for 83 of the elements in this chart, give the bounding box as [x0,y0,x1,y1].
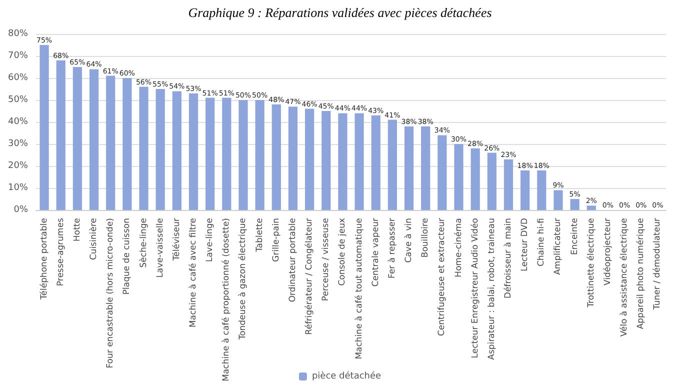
y-tick-label: 0% [14,205,28,215]
bar [72,67,82,210]
bar [172,91,182,210]
x-tick-label: Appareil photo numérique [636,218,646,330]
bar [520,170,530,210]
bar [438,135,447,210]
bar [388,120,398,210]
x-tick-label: Réfrigérateur / Congélateur [304,218,315,335]
bar [322,111,331,210]
x-tick-label: Centrifugeuse et extracteur [437,218,448,336]
x-tick-label: Centrale vapeur [370,218,381,287]
x-tick-label: Lecteur Enregistreur Audio Vidéo [470,218,480,358]
x-tick-label: Machine à café avec filtre [188,218,198,328]
x-tick-label: Chaine hi-fi [536,218,547,266]
x-tick-label: Fer à repasser [387,217,398,278]
y-tick-label: 60% [8,73,28,83]
bar [454,144,464,210]
x-tick-label: Grille-pain [271,218,282,262]
bar [504,159,514,210]
bar [122,78,132,210]
x-tick-label: Défroisseur à main [504,218,514,298]
x-tick-label: Vidéoprojecteur [602,218,613,286]
bar [156,89,165,210]
bar [40,45,49,210]
x-tick-label: Hotte [72,218,82,242]
x-tick-label: Sèche-linge [138,218,149,268]
x-tick-label: Ordinateur portable [288,218,298,302]
bar [586,206,596,210]
y-tick-label: 20% [8,161,28,171]
bar [106,76,116,210]
x-tick-label: Machine à café proportionné (dosette) [222,218,232,382]
bar [56,60,66,210]
bar [288,106,298,210]
bar [421,126,430,210]
bar [371,115,380,210]
bar [404,126,414,210]
bar [255,100,264,210]
bar [338,113,348,210]
x-tick-label: Téléphone portable [39,218,50,300]
x-tick-label: Plaque de cuisson [122,218,132,295]
bar [570,199,580,210]
x-tick-label: Presse-agrumes [56,217,66,286]
x-tick-label: Bouilloire [420,218,431,258]
x-tick-label: Perceuse / visseuse [321,218,332,302]
x-tick-label: Cuisinière [89,218,100,260]
x-tick-label: Tablette [254,218,265,253]
x-tick-label: Enceinte [570,218,580,255]
bar [188,93,198,210]
x-tick-label: Lecteur DVD [520,218,530,272]
y-tick-label: 70% [8,51,28,61]
bar [487,152,496,210]
x-tick-label: Tuner / démodulateur [652,218,663,311]
bar [470,148,480,210]
x-tick-label: Console de jeux [338,218,348,286]
bar [206,98,215,210]
bar [238,100,248,210]
x-tick-label: Amplificateur [553,218,564,275]
x-tick-label: Téléviseur [172,217,182,262]
x-tick-label: Lave-vaisselle [155,218,166,278]
bar [139,86,148,210]
chart-title: Graphique 9 : Réparations validées avec pièces détachées [187,4,493,22]
y-tick-label: 30% [8,139,28,149]
bar [554,190,563,210]
y-tick-label: 10% [8,183,28,193]
y-tick-label: 40% [8,117,28,127]
legend-label: pièce détachée [312,370,382,382]
x-tick-label: Trottinette électrique [586,218,596,308]
x-tick-label: Home-cinéma [454,218,464,278]
x-tick-label: Lave-linge [205,218,216,262]
bar [304,108,314,210]
bar [272,104,281,210]
x-tick-label: Four encastrable (hors micro-onde) [106,218,116,368]
bar [537,170,546,210]
x-tick-label: Cave à vin [404,218,414,263]
bar [354,113,364,210]
x-tick-label: Tondeuse à gazon électrique [238,218,248,341]
x-tick-label: Machine à café tout automatique [354,218,364,360]
y-tick-label: 50% [8,95,28,105]
x-tick-label: Aspirateur : balai, robot, traineau [486,218,497,360]
y-tick-label: 80% [8,29,28,39]
x-tick-label: Vélo à assistance électrique [620,218,630,337]
bar [89,69,99,210]
bar [222,98,232,210]
